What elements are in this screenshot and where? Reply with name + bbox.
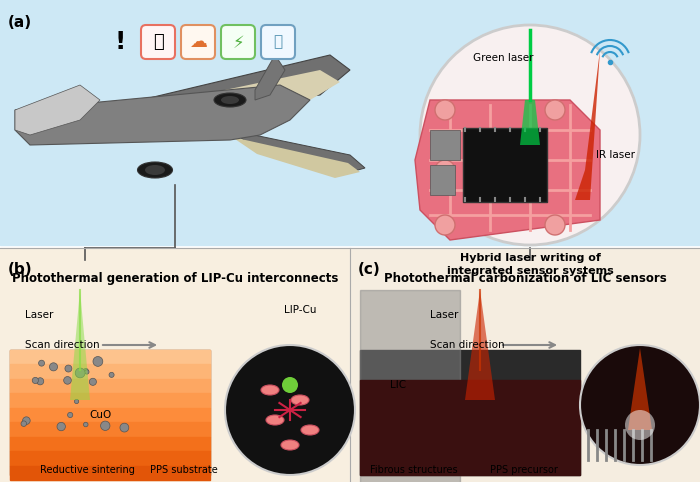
Polygon shape: [575, 50, 600, 200]
Circle shape: [435, 215, 455, 235]
Text: Photothermal generation of LIP-Cu interconnects: Photothermal generation of LIP-Cu interc…: [12, 272, 338, 285]
Circle shape: [57, 422, 65, 431]
Text: PPS substrate: PPS substrate: [150, 465, 218, 475]
Text: CuO: CuO: [89, 410, 111, 420]
Ellipse shape: [266, 415, 284, 425]
Text: 💨: 💨: [274, 35, 283, 50]
FancyBboxPatch shape: [261, 25, 295, 59]
Bar: [360, 350, 580, 475]
Circle shape: [545, 100, 565, 120]
Bar: [10, 393, 210, 408]
Circle shape: [625, 410, 655, 440]
Bar: [360, 290, 460, 482]
Polygon shape: [465, 290, 495, 400]
Polygon shape: [70, 290, 90, 400]
Circle shape: [75, 368, 85, 378]
Ellipse shape: [261, 385, 279, 395]
Polygon shape: [100, 55, 350, 115]
Circle shape: [74, 399, 78, 403]
Circle shape: [101, 421, 110, 430]
Text: Laser: Laser: [25, 310, 53, 320]
Bar: [10, 350, 210, 475]
Circle shape: [282, 377, 298, 393]
Ellipse shape: [301, 425, 319, 435]
Bar: [10, 437, 210, 451]
Circle shape: [93, 357, 103, 366]
FancyBboxPatch shape: [463, 128, 547, 202]
Circle shape: [32, 377, 38, 384]
Circle shape: [21, 421, 27, 427]
Bar: [350, 248, 700, 482]
Circle shape: [38, 360, 45, 366]
Circle shape: [580, 345, 700, 465]
Polygon shape: [15, 85, 310, 145]
Text: LIP-Cu: LIP-Cu: [284, 305, 316, 315]
Ellipse shape: [291, 395, 309, 405]
Circle shape: [545, 215, 565, 235]
Polygon shape: [520, 100, 540, 145]
FancyBboxPatch shape: [141, 25, 175, 59]
Text: Laser: Laser: [430, 310, 459, 320]
Circle shape: [435, 160, 455, 180]
Bar: [10, 408, 210, 422]
Text: 🌡: 🌡: [153, 33, 163, 51]
Polygon shape: [232, 137, 360, 178]
Text: Hybrid laser writing of
integrated sensor systems: Hybrid laser writing of integrated senso…: [447, 253, 613, 276]
Circle shape: [83, 368, 88, 374]
Ellipse shape: [214, 93, 246, 107]
Text: (b): (b): [8, 262, 33, 277]
Polygon shape: [230, 130, 365, 175]
Bar: [10, 422, 210, 437]
Circle shape: [225, 345, 355, 475]
Text: (c): (c): [358, 262, 381, 277]
Bar: [10, 379, 210, 393]
Text: Photothermal carbonization of LIC sensors: Photothermal carbonization of LIC sensor…: [384, 272, 666, 285]
Bar: [10, 350, 210, 364]
Ellipse shape: [221, 96, 239, 104]
Text: Scan direction: Scan direction: [430, 340, 505, 350]
Text: (a): (a): [8, 15, 32, 30]
Circle shape: [36, 378, 43, 385]
Text: ⚡: ⚡: [232, 34, 244, 52]
Text: Reductive sintering: Reductive sintering: [40, 465, 135, 475]
Polygon shape: [415, 100, 600, 240]
Text: Fibrous structures: Fibrous structures: [370, 465, 458, 475]
Text: PPS precursor: PPS precursor: [490, 465, 558, 475]
Bar: [10, 451, 210, 466]
Text: LIC: LIC: [390, 380, 406, 390]
Bar: [360, 380, 580, 475]
Text: Green laser: Green laser: [473, 53, 533, 63]
Circle shape: [22, 417, 30, 425]
Polygon shape: [628, 348, 652, 430]
Polygon shape: [105, 70, 340, 118]
Polygon shape: [255, 55, 285, 100]
Ellipse shape: [137, 162, 172, 178]
Ellipse shape: [145, 165, 165, 175]
Bar: [0, 248, 350, 482]
Circle shape: [109, 372, 114, 377]
Polygon shape: [430, 130, 460, 160]
Text: Scan direction: Scan direction: [25, 340, 99, 350]
Text: !: !: [114, 30, 126, 54]
FancyBboxPatch shape: [221, 25, 255, 59]
Bar: [10, 466, 210, 480]
Bar: [0, 0, 700, 245]
Circle shape: [120, 423, 129, 432]
Polygon shape: [15, 85, 100, 135]
Circle shape: [435, 100, 455, 120]
Circle shape: [50, 363, 57, 371]
Circle shape: [68, 413, 73, 417]
Bar: [10, 364, 210, 379]
Ellipse shape: [281, 440, 299, 450]
Text: IR laser: IR laser: [596, 150, 634, 160]
Text: ☁: ☁: [189, 33, 207, 51]
FancyBboxPatch shape: [181, 25, 215, 59]
Circle shape: [83, 422, 88, 427]
Circle shape: [90, 378, 97, 386]
Circle shape: [65, 365, 72, 372]
Circle shape: [85, 370, 89, 374]
Circle shape: [420, 25, 640, 245]
Polygon shape: [430, 165, 455, 195]
Circle shape: [64, 376, 71, 384]
